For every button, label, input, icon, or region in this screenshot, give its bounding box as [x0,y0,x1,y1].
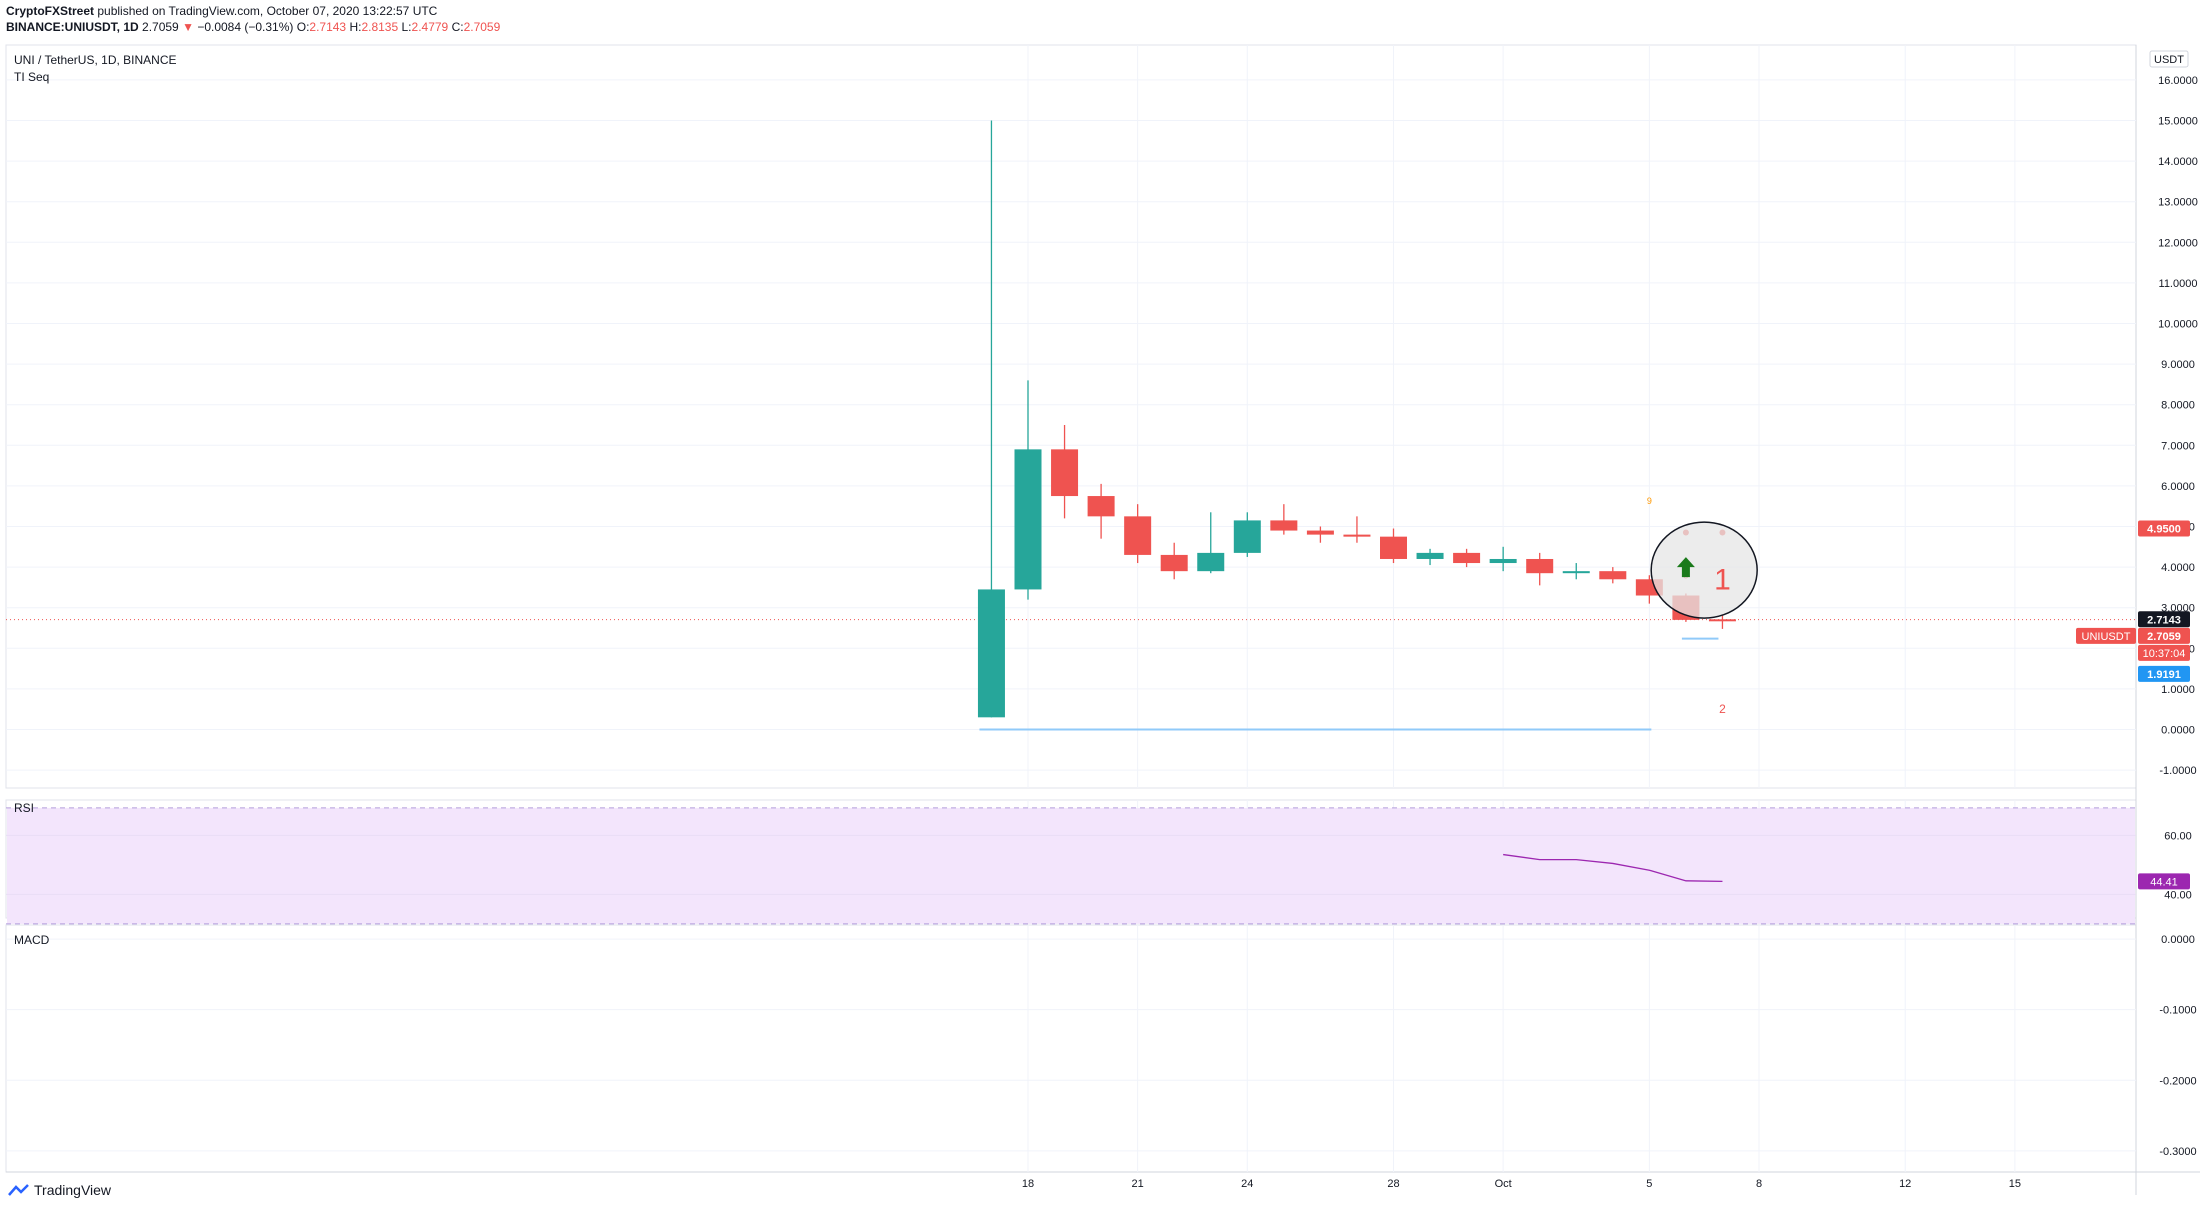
currency-label: USDT [2154,54,2184,66]
macd-tick-label: -0.2000 [2159,1075,2196,1087]
price-change: −0.0084 (−0.31%) [197,20,294,34]
price-tick-label: 10.0000 [2158,319,2198,331]
price-tick-label: 1.0000 [2161,684,2195,696]
macd-tick-label: -0.1000 [2159,1005,2196,1017]
candle-down [1453,552,1481,564]
countdown-tag-box [2138,644,2190,661]
last-price: 2.7059 [142,20,179,34]
close-label: C: [451,20,464,34]
candle-up [1233,520,1261,553]
rsi-tick-label: 40.00 [2164,889,2192,901]
candle-down [1708,619,1736,622]
open-price-tag-box [2138,611,2190,628]
time-tick-label: 5 [1646,1178,1652,1190]
macd-tick-label: 0.0000 [2161,934,2195,946]
rsi-line [1503,853,1723,883]
candle-down [1306,530,1334,535]
pane-title: UNI / TetherUS, 1D, BINANCE [14,53,177,67]
td-countdown-small: 2 [1719,702,1726,716]
candle-up [1014,449,1042,590]
rsi-value-tag: 44.41 [2150,876,2178,888]
candle-down [1087,496,1115,517]
main-pane [5,44,2137,789]
candle-up [1562,571,1590,574]
time-tick-label: Oct [1495,1178,1512,1190]
candle-up [1416,552,1444,559]
highlight-ellipse [1650,521,1758,619]
close-value: 2.7059 [463,20,501,34]
target-price-tag-box [2138,665,2190,682]
price-tick-label: 6.0000 [2161,481,2195,493]
high-value: 2.8135 [361,20,399,34]
candle-down [1599,571,1627,580]
high-label: H: [349,20,362,34]
time-tick-label: 8 [1756,1178,1762,1190]
price-tick-label: 0.0000 [2161,725,2195,737]
last-price-tag-box [2138,627,2190,644]
brand-name: TradingView [34,1182,112,1198]
macd-tick-label: -0.3000 [2159,1146,2196,1158]
target-price-tag: 1.9191 [2147,669,2181,681]
candle-down [1380,536,1407,559]
price-tick-label: 12.0000 [2158,237,2198,249]
symbol-tag: UNIUSDT [2082,631,2131,643]
resistance-price-tag: 4.9500 [2147,524,2181,536]
price-tick-label: 7.0000 [2161,440,2195,452]
price-tick-label: 14.0000 [2158,156,2198,168]
open-label: O: [296,20,310,34]
open-value: 2.7143 [309,20,347,34]
tradingview-logo-icon [8,1184,29,1196]
candle-down [1270,520,1298,531]
rsi-band [7,807,2135,924]
last-price-tag: 2.7059 [2147,631,2181,643]
price-tick-label: 16.0000 [2158,75,2198,87]
candle-up [1489,558,1517,564]
publish-line: CryptoFXStreet published on TradingView.… [6,4,437,18]
price-tick-label: 15.0000 [2158,116,2198,128]
symbol-line: BINANCE:UNIUSDT, 1D [6,20,139,34]
macd-label: MACD [14,933,50,947]
macd-pane [5,924,2137,1173]
resistance-price-tag-box [2138,520,2190,537]
time-tick-label: 24 [1241,1178,1253,1190]
time-tick-label: 15 [2009,1178,2021,1190]
rsi-value-box [2138,873,2190,890]
candle-down [1051,449,1079,497]
currency-box [2149,50,2189,68]
price-tick-label: 13.0000 [2158,197,2198,209]
time-tick-label: 18 [1022,1178,1034,1190]
candle-down [1526,558,1554,574]
candle-down [1124,516,1152,555]
price-tick-label: -1.0000 [2159,765,2196,777]
time-tick-label: 12 [1899,1178,1911,1190]
td-countdown-big: 1 [1714,563,1731,596]
open-price-tag: 2.7143 [2147,614,2181,626]
candle-down [1160,554,1188,572]
ohlc-line: BINANCE:UNIUSDT, 1D 2.7059 ▼ −0.0084 (−0… [6,20,500,34]
td-mark: 9 [1647,496,1652,506]
time-tick-label: 21 [1132,1178,1144,1190]
time-tick-label: 28 [1387,1178,1399,1190]
low-value: 2.4779 [411,20,449,34]
candle-down [1343,534,1371,537]
down-arrow-icon: ▼ [182,20,194,34]
symbol-tag-box [2076,627,2136,644]
publish-info: published on TradingView.com, October 07… [97,4,438,18]
author-name[interactable]: CryptoFXStreet [6,4,95,18]
low-label: L: [401,20,412,34]
price-tick-label: 4.0000 [2161,562,2195,574]
tradingview-logo[interactable]: TradingView [8,1182,111,1198]
candle-up [1197,552,1225,572]
rsi-tick-label: 60.00 [2164,830,2192,842]
buy-arrow-icon [1676,557,1695,578]
countdown-tag: 10:37:04 [2143,648,2186,660]
price-tick-label: 11.0000 [2159,278,2198,290]
rsi-label: RSI [14,801,34,815]
indicator-label: TI Seq [14,70,49,84]
price-tick-label: 9.0000 [2161,359,2195,371]
price-tick-label: 8.0000 [2161,400,2195,412]
candle-up [977,589,1005,718]
